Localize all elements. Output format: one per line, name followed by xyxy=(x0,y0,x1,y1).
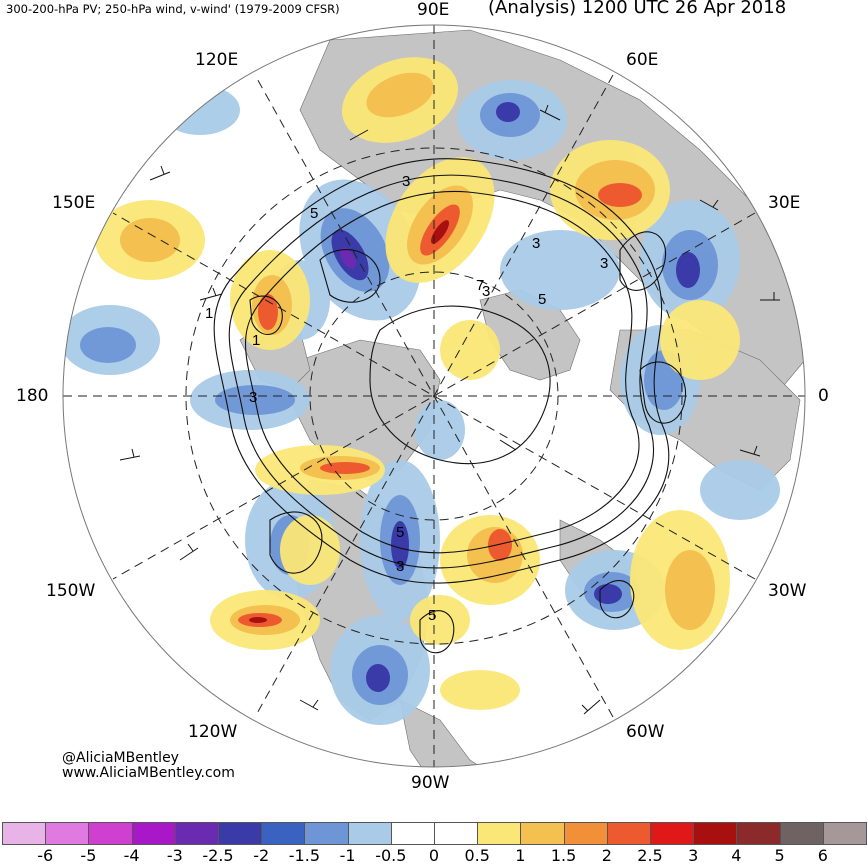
colorbar-swatch xyxy=(347,822,392,845)
colorbar-tick-label: 0 xyxy=(428,846,440,865)
colorbar-swatch xyxy=(390,822,435,845)
colorbar-swatch xyxy=(822,822,867,845)
colorbar-tick-label: 0.5 xyxy=(464,846,490,865)
colorbar-swatch xyxy=(477,822,522,845)
colorbar-swatch xyxy=(520,822,565,845)
colorbar-tick-label: 2.5 xyxy=(637,846,663,865)
colorbar-swatch xyxy=(218,822,263,845)
colorbar-swatch xyxy=(45,822,90,845)
contour-label: 5 xyxy=(538,291,546,308)
lon-label-90w: 90W xyxy=(411,773,450,793)
contour-label: 3 xyxy=(402,173,410,190)
credit-handle: @AliciaMBentley xyxy=(62,750,179,766)
contour-label: 5 xyxy=(428,607,436,624)
contour-label: 3 xyxy=(249,389,257,406)
contour-label: 5 xyxy=(396,524,404,541)
colorbar-tick-labels: -6 -5 -4 -3 -2.5 -2 -1.5 -1 -0.5 0 0.5 1 1.5 2 2.5 3 4 5 6 xyxy=(0,846,868,865)
lon-label-0: 0 xyxy=(818,386,829,406)
contour-label: 1 xyxy=(252,332,260,349)
colorbar-tick-label: 3 xyxy=(688,846,699,865)
map-subtitle: 300-200-hPa PV; 250-hPa wind, v-wind' (1… xyxy=(6,2,340,16)
credit-website: www.AliciaMBentley.com xyxy=(62,765,235,781)
map-boundary xyxy=(62,24,806,768)
colorbar-swatch xyxy=(693,822,738,845)
contour-label: 7 xyxy=(476,277,484,294)
lon-label-60e: 60E xyxy=(626,50,659,70)
colorbar-tick-label: -0.5 xyxy=(375,846,407,865)
lon-label-150w: 150W xyxy=(46,581,96,601)
colorbar-tick-label: 6 xyxy=(817,846,828,865)
colorbar-tick-label: -5 xyxy=(80,846,97,865)
colorbar-tick-label: -3 xyxy=(166,846,183,865)
lon-label-30w: 30W xyxy=(768,581,807,601)
colorbar-tick-label: -2.5 xyxy=(202,846,234,865)
contour-label: 5 xyxy=(310,205,318,222)
lon-label-180: 180 xyxy=(16,386,49,406)
colorbar-swatch xyxy=(304,822,349,845)
wind-barbs xyxy=(119,104,780,715)
colorbar-tick-label: 1 xyxy=(515,846,526,865)
colorbar-tick-label: -2 xyxy=(253,846,270,865)
pv-contours xyxy=(213,158,687,654)
vwind-shading xyxy=(63,57,780,725)
colorbar-tick-label: 2 xyxy=(601,846,612,865)
contour-label: 3 xyxy=(600,255,608,272)
map-title: (Analysis) 1200 UTC 26 Apr 2018 xyxy=(488,0,787,18)
colorbar-tick-label: -1 xyxy=(339,846,356,865)
colorbar-tick-label: -6 xyxy=(37,846,54,865)
colorbar-tick-label: 1.5 xyxy=(550,846,577,865)
colorbar-swatch xyxy=(606,822,651,845)
graticule xyxy=(63,25,805,767)
lon-label-60w: 60W xyxy=(626,722,665,742)
colorbar-swatch xyxy=(261,822,306,845)
lon-label-30e: 30E xyxy=(768,193,801,213)
lon-label-90e: 90E xyxy=(417,0,450,20)
colorbar-swatch xyxy=(736,822,781,845)
colorbar-swatch xyxy=(88,822,133,845)
lon-label-150e: 150E xyxy=(52,193,96,213)
lon-label-120e: 120E xyxy=(195,50,239,70)
colorbar-tick-label: -4 xyxy=(123,846,140,865)
colorbar-swatch xyxy=(434,822,479,845)
contour-label: 3 xyxy=(532,235,540,252)
lon-label-120w: 120W xyxy=(188,722,238,742)
colorbar xyxy=(0,822,868,846)
colorbar-swatch xyxy=(650,822,695,845)
colorbar-swatch xyxy=(563,822,608,845)
contour-label: 3 xyxy=(396,558,404,575)
contour-label: 1 xyxy=(205,305,213,322)
colorbar-swatch xyxy=(131,822,176,845)
colorbar-swatch xyxy=(2,822,47,845)
colorbar-swatch xyxy=(779,822,824,845)
colorbar-tick-label: -1.5 xyxy=(288,846,320,865)
colorbar-tick-label: 5 xyxy=(774,846,785,865)
colorbar-tick-label: 4 xyxy=(731,846,742,865)
contour-label: 3 xyxy=(482,283,490,300)
colorbar-swatch xyxy=(174,822,219,845)
